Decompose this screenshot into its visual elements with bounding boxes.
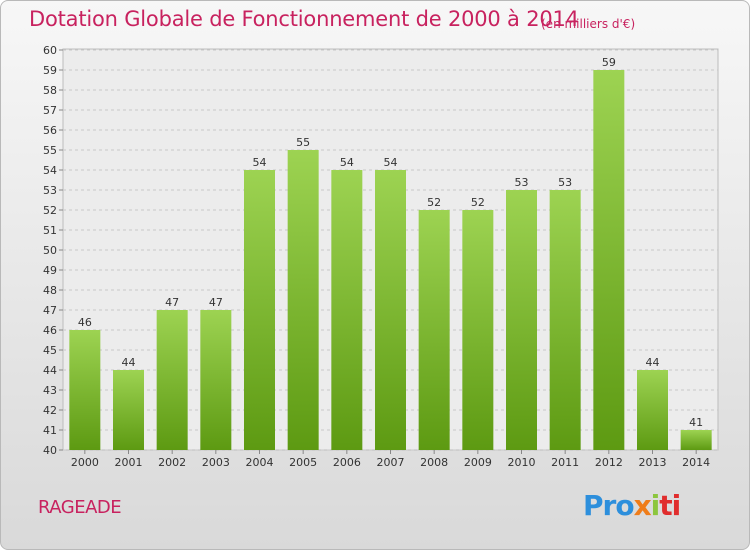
bar-value-label: 54 — [340, 156, 354, 169]
bar-value-label: 46 — [78, 316, 92, 329]
bar-value-label: 55 — [296, 136, 310, 149]
bar — [244, 170, 275, 450]
x-tick-label: 2014 — [682, 456, 710, 469]
bar-value-label: 53 — [515, 176, 529, 189]
logo-part-3: i — [650, 489, 661, 522]
chart-title: Dotation Globale de Fonctionnement de 20… — [29, 7, 579, 31]
y-tick-label: 45 — [43, 344, 57, 357]
y-tick-label: 49 — [43, 264, 57, 277]
logo-part-4: ti — [659, 489, 681, 522]
bars — [69, 70, 712, 450]
bar — [549, 190, 581, 450]
y-tick-label: 59 — [43, 64, 57, 77]
y-tick-label: 53 — [43, 184, 57, 197]
town-name: RAGEADE — [38, 497, 122, 518]
bar-value-label: 53 — [558, 176, 572, 189]
bar-value-label: 52 — [427, 196, 441, 209]
y-tick-label: 42 — [43, 404, 57, 417]
y-tick-label: 54 — [43, 164, 57, 177]
bar — [156, 310, 188, 450]
bar-value-label: 41 — [689, 416, 703, 429]
x-tick-label: 2001 — [115, 456, 143, 469]
x-axis: 2000 2001 2002 2003 2004 2005 2006 2007 2008 2009… — [71, 450, 710, 469]
y-tick-label: 52 — [43, 204, 57, 217]
y-tick-label: 41 — [43, 424, 57, 437]
bar — [462, 210, 494, 450]
bar-value-label: 47 — [209, 296, 223, 309]
bar-value-label: 52 — [471, 196, 485, 209]
bar — [113, 370, 144, 450]
chart-subtitle: (en milliers d'€) — [541, 17, 636, 31]
x-tick-label: 2005 — [289, 456, 317, 469]
x-tick-label: 2002 — [158, 456, 186, 469]
bar — [506, 190, 537, 450]
bar — [331, 170, 363, 450]
y-tick-label: 55 — [43, 144, 57, 157]
bar-value-label: 44 — [122, 356, 136, 369]
bar-value-label: 59 — [602, 56, 616, 69]
x-tick-label: 2006 — [333, 456, 361, 469]
y-tick-label: 46 — [43, 324, 57, 337]
y-tick-label: 43 — [43, 384, 57, 397]
y-tick-label: 50 — [43, 244, 57, 257]
y-tick-label: 57 — [43, 104, 57, 117]
bar — [287, 150, 319, 450]
x-tick-label: 2013 — [639, 456, 667, 469]
x-tick-label: 2000 — [71, 456, 99, 469]
y-tick-label: 40 — [43, 444, 57, 457]
y-tick-label: 60 — [43, 44, 57, 57]
y-tick-label: 44 — [43, 364, 57, 377]
bar-value-label: 54 — [253, 156, 267, 169]
x-tick-label: 2003 — [202, 456, 230, 469]
logo-part-1: Pro — [583, 489, 635, 522]
y-tick-label: 56 — [43, 124, 57, 137]
x-tick-label: 2012 — [595, 456, 623, 469]
x-tick-label: 2008 — [420, 456, 448, 469]
x-tick-label: 2004 — [246, 456, 274, 469]
bar-value-label: 47 — [165, 296, 179, 309]
bar-value-label: 44 — [646, 356, 660, 369]
x-tick-label: 2007 — [377, 456, 405, 469]
y-tick-label: 51 — [43, 224, 57, 237]
data-labels: 46 44 47 47 54 55 54 54 52 52 53 53 59 44 41 — [78, 56, 703, 429]
bar-value-label: 54 — [384, 156, 398, 169]
bar — [593, 70, 625, 450]
bar — [69, 330, 101, 450]
bar — [200, 310, 232, 450]
x-tick-label: 2009 — [464, 456, 492, 469]
bar — [418, 210, 450, 450]
bar — [375, 170, 406, 450]
bar — [680, 430, 712, 450]
proxiti-logo: Proxiti — [583, 489, 681, 522]
y-tick-label: 58 — [43, 84, 57, 97]
y-axis: 40 41 42 43 44 45 46 47 48 49 50 51 52 53 54 55 56 57 58 59… — [43, 44, 63, 457]
y-tick-label: 47 — [43, 304, 57, 317]
y-tick-label: 48 — [43, 284, 57, 297]
x-tick-label: 2011 — [551, 456, 579, 469]
logo-part-2: x — [633, 489, 652, 522]
bar — [637, 370, 668, 450]
x-tick-label: 2010 — [508, 456, 536, 469]
